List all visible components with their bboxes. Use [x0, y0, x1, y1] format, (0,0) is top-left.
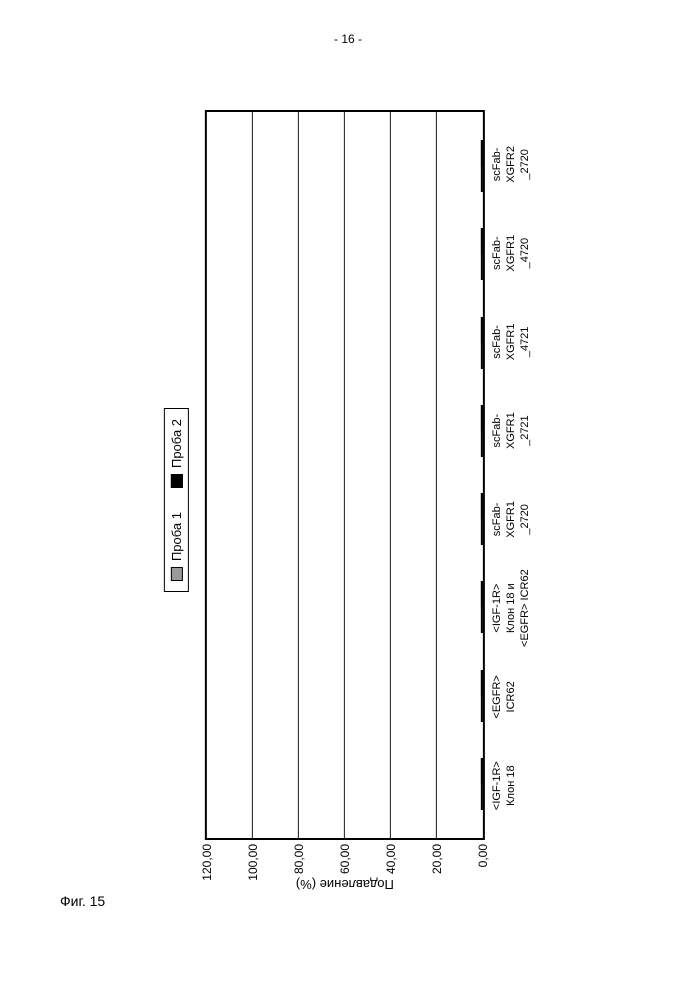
- x-tick-label: <IGF-1R>Клон 18 и<EGFR> ICR62: [491, 564, 532, 653]
- bar-series1: [481, 431, 483, 457]
- bar-group: [481, 475, 483, 563]
- bar-series2: [481, 758, 483, 784]
- x-tick-label: scFab-XGFR1_4720: [491, 209, 532, 298]
- x-tick-label: scFab-XGFR1_4721: [491, 298, 532, 387]
- y-tick-label: 0,00: [476, 844, 490, 867]
- x-axis-labels: <IGF-1R>Клон 18<EGFR>ICR62<IGF-1R>Клон 1…: [485, 110, 532, 840]
- x-tick-label: <EGFR>ICR62: [491, 653, 532, 742]
- y-tick-label: 40,00: [384, 844, 398, 874]
- legend-item-series2: Проба 2: [169, 419, 184, 488]
- bar-series2: [481, 581, 483, 607]
- legend: Проба 1 Проба 2: [164, 408, 189, 592]
- bar-group: [481, 210, 483, 298]
- bar-series1: [481, 607, 483, 633]
- y-tick-label: 60,00: [338, 844, 352, 874]
- bar-series2: [481, 405, 483, 431]
- legend-item-series1: Проба 1: [169, 512, 184, 581]
- x-tick-label: scFab-XGFR1_2720: [491, 475, 532, 564]
- plot-area: 0,0020,0040,0060,0080,00100,00120,00: [205, 110, 485, 840]
- gridline: [344, 112, 345, 838]
- bar-series1: [481, 784, 483, 810]
- legend-swatch-series2: [170, 474, 182, 488]
- bar-series2: [481, 493, 483, 519]
- gridline: [436, 112, 437, 838]
- bar-series1: [481, 254, 483, 280]
- legend-label-series2: Проба 2: [169, 419, 184, 468]
- bar-group: [481, 740, 483, 828]
- legend-swatch-series1: [170, 567, 182, 581]
- bar-series1: [481, 343, 483, 369]
- gridline: [390, 112, 391, 838]
- y-tick-label: 100,00: [246, 844, 260, 881]
- bar-series2: [481, 670, 483, 696]
- page-number: - 16 -: [0, 32, 696, 46]
- bar-series2: [481, 140, 483, 166]
- gridline: [252, 112, 253, 838]
- chart-container: Проба 1 Проба 2 Подавление (%) 0,0020,00…: [164, 90, 532, 910]
- gridline: [298, 112, 299, 838]
- x-tick-label: scFab-XGFR1_2721: [491, 386, 532, 475]
- bar-series1: [481, 519, 483, 545]
- x-tick-label: scFab-XGFR2_2720: [491, 120, 532, 209]
- bars-area: [207, 112, 483, 838]
- figure-caption: Фиг. 15: [60, 893, 105, 909]
- bar-series1: [481, 696, 483, 722]
- bar-group: [481, 563, 483, 651]
- bar-group: [481, 387, 483, 475]
- legend-label-series1: Проба 1: [169, 512, 184, 561]
- bar-group: [481, 299, 483, 387]
- bar-series2: [481, 317, 483, 343]
- bar-group: [481, 652, 483, 740]
- bar-series2: [481, 228, 483, 254]
- bar-series1: [481, 166, 483, 192]
- y-tick-label: 20,00: [430, 844, 444, 874]
- y-tick-label: 120,00: [200, 844, 214, 881]
- y-tick-label: 80,00: [292, 844, 306, 874]
- x-tick-label: <IGF-1R>Клон 18: [491, 741, 532, 830]
- bar-group: [481, 122, 483, 210]
